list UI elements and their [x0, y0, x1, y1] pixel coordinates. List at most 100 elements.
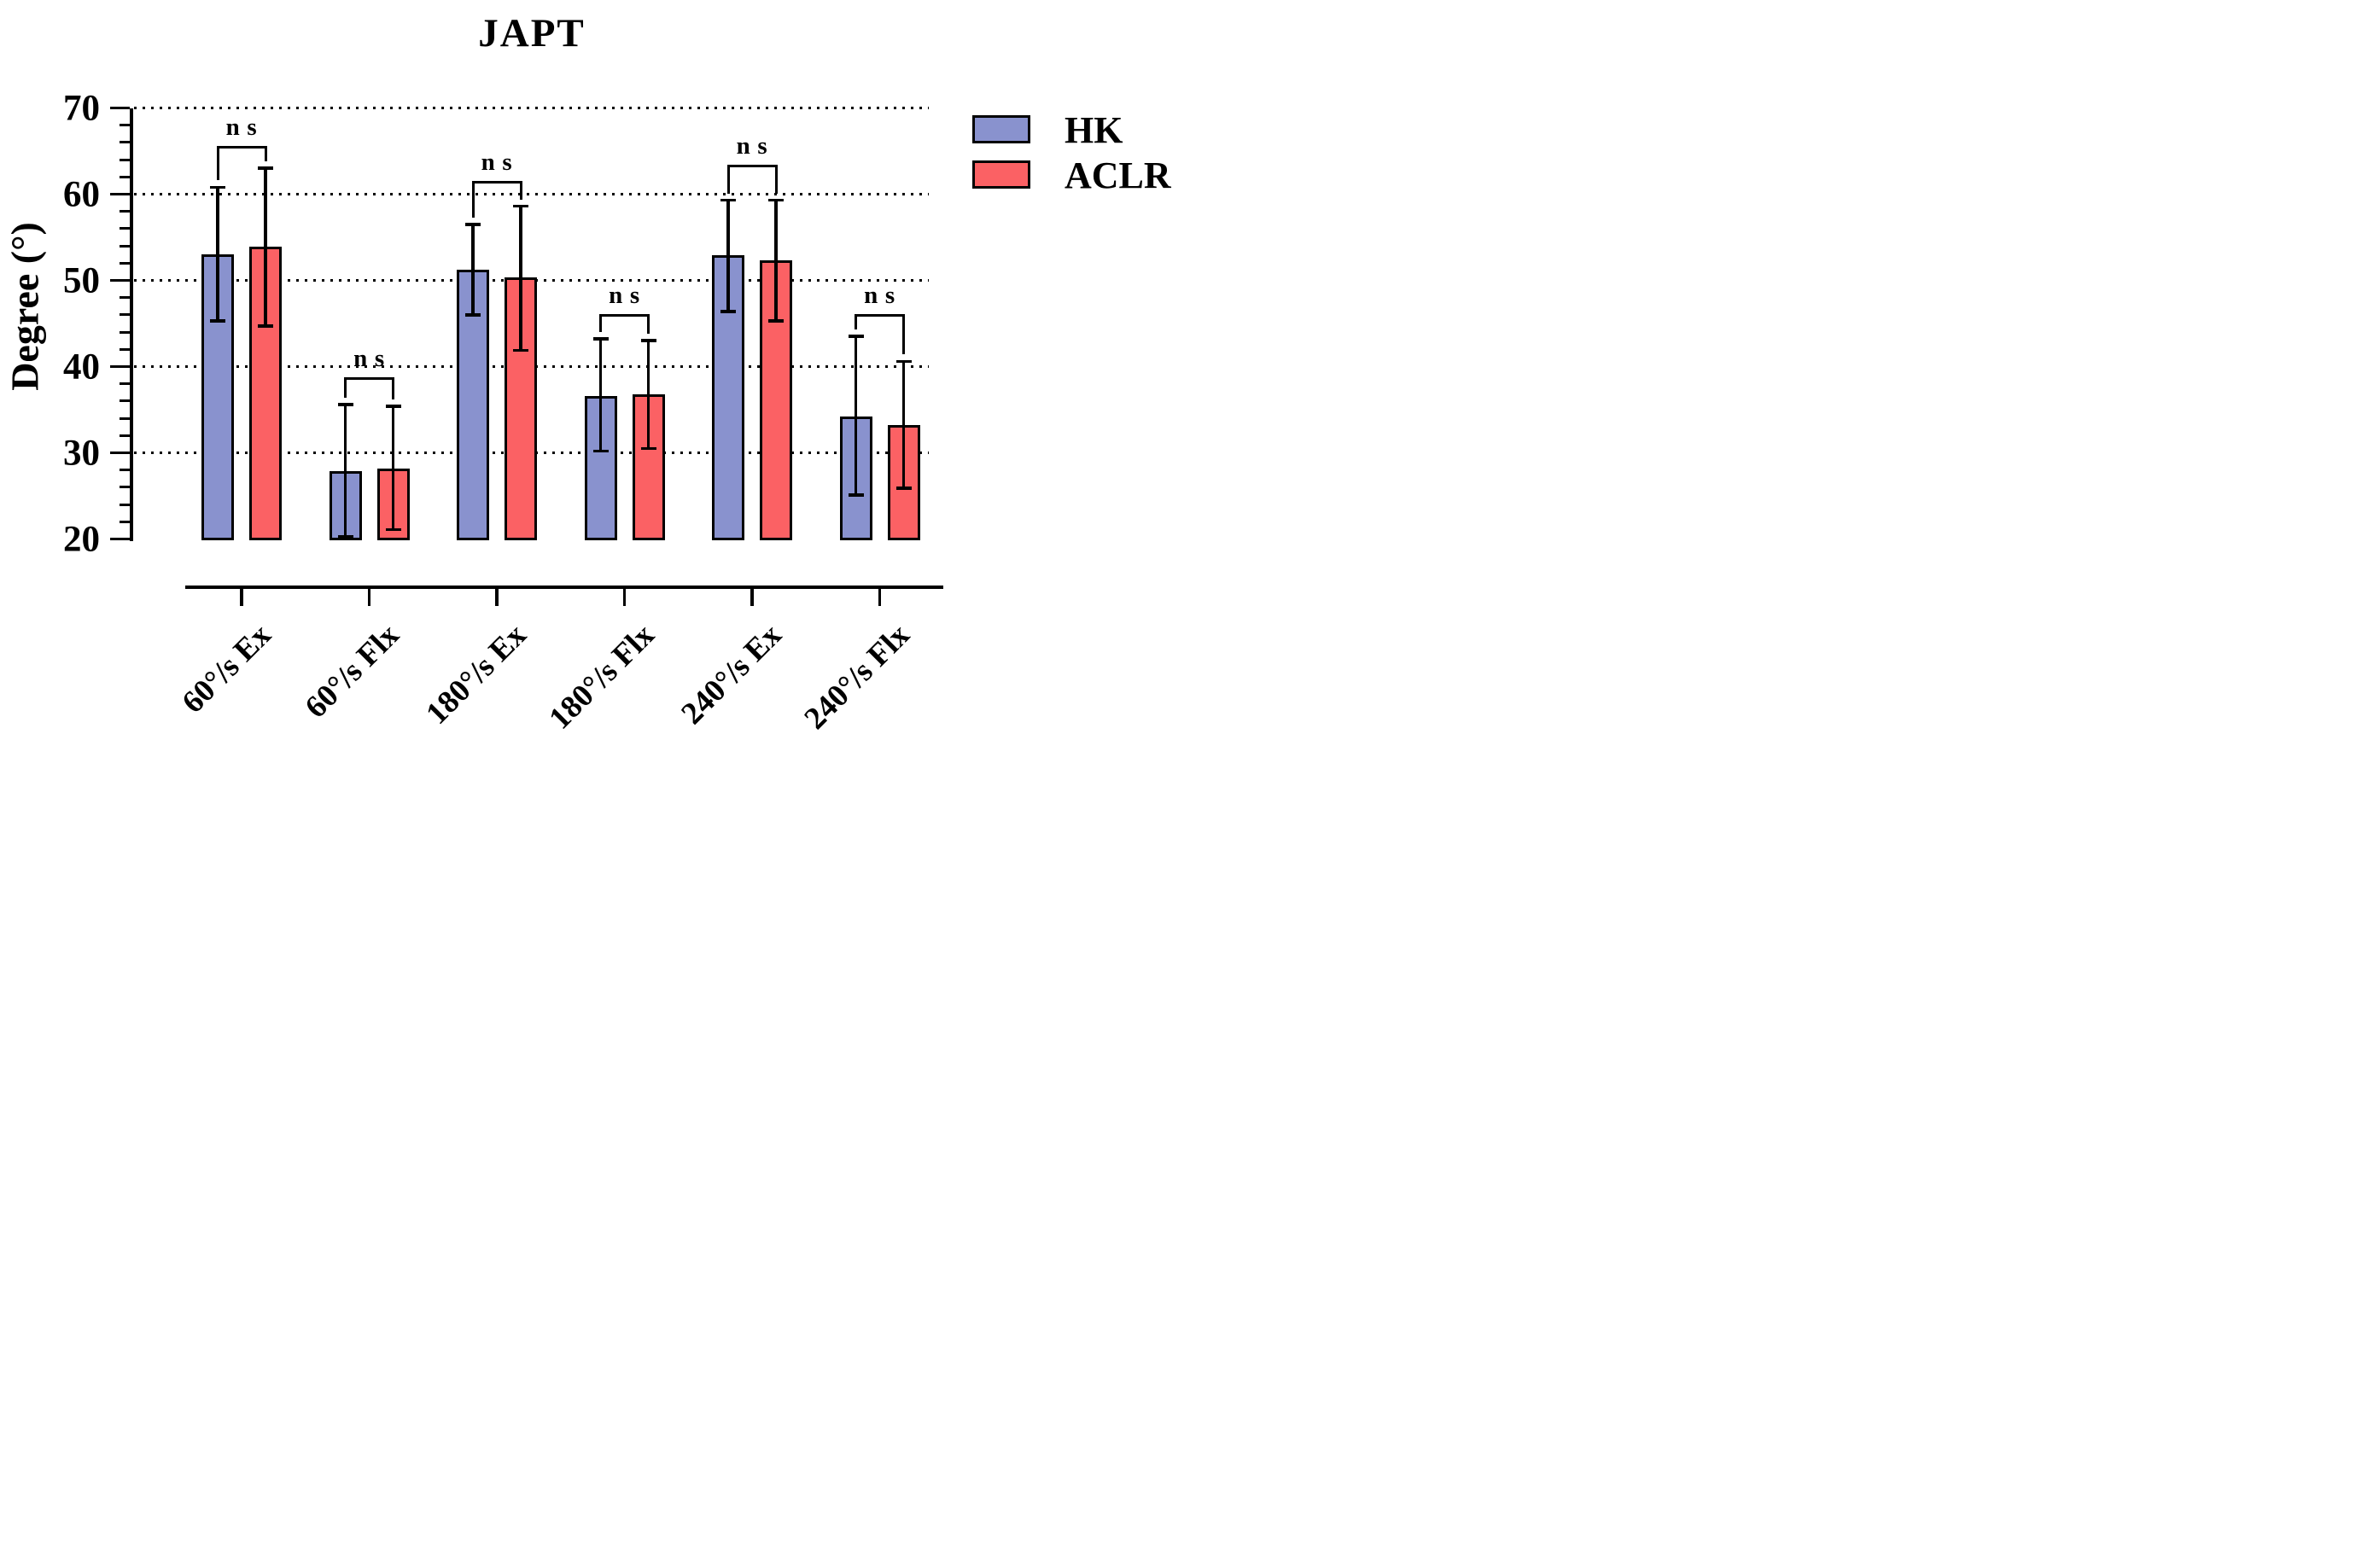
gridline-70	[134, 107, 929, 109]
y-minor-tick-28	[120, 469, 130, 472]
x-tick-2	[495, 586, 499, 606]
sig-bracket-4	[726, 165, 778, 168]
chart-figure: JAPT Degree (°) 20 30 40 50 60 70 60°/s Ex 60°/…	[0, 0, 1190, 772]
y-minor-tick-54	[120, 244, 130, 248]
error-bar-hk-2	[471, 224, 475, 315]
y-minor-tick-64	[120, 158, 130, 161]
error-cap-bottom-hk-3	[592, 449, 609, 453]
y-major-tick-70	[110, 106, 130, 110]
y-minor-tick-68	[120, 124, 130, 127]
error-cap-bottom-hk-0	[210, 319, 225, 323]
y-minor-tick-34	[120, 417, 130, 420]
y-tick-label-70: 70	[63, 88, 100, 128]
y-minor-tick-38	[120, 382, 130, 386]
sig-bracket-left-leg-5	[855, 313, 857, 330]
sig-label-0: ns	[225, 113, 265, 141]
sig-label-2: ns	[481, 149, 520, 177]
error-cap-bottom-hk-5	[848, 493, 864, 497]
sig-bracket-left-leg-2	[471, 181, 475, 218]
y-major-tick-50	[110, 278, 130, 283]
y-major-tick-30	[110, 451, 130, 455]
sig-bracket-right-leg-4	[774, 165, 778, 194]
error-bar-aclr-5	[901, 361, 906, 488]
error-cap-bottom-hk-1	[337, 534, 353, 539]
error-cap-bottom-aclr-3	[640, 446, 656, 451]
y-tick-label-50: 50	[63, 260, 100, 300]
sig-bracket-left-leg-0	[216, 145, 219, 181]
y-minor-tick-48	[120, 296, 130, 300]
error-cap-top-hk-4	[720, 198, 736, 202]
legend-swatch-hk	[972, 115, 1030, 143]
sig-bracket-3	[599, 313, 650, 317]
legend-label-hk: HK	[1065, 109, 1123, 151]
sig-bracket-right-leg-1	[392, 376, 394, 399]
error-cap-top-aclr-4	[768, 198, 784, 202]
bar-aclr-3	[632, 393, 665, 540]
sig-label-5: ns	[864, 281, 902, 309]
sig-bracket-1	[344, 376, 394, 380]
y-axis-line	[130, 108, 133, 541]
error-bar-aclr-1	[391, 405, 395, 530]
y-minor-tick-56	[120, 227, 130, 230]
sig-bracket-right-leg-2	[519, 181, 522, 200]
sig-bracket-0	[216, 145, 267, 149]
x-tick-5	[878, 586, 882, 606]
error-cap-top-hk-0	[210, 185, 225, 189]
error-cap-top-hk-5	[848, 335, 864, 338]
sig-bracket-right-leg-3	[647, 313, 650, 335]
error-bar-hk-3	[598, 339, 603, 452]
legend-swatch-aclr	[972, 160, 1030, 189]
error-bar-aclr-3	[646, 341, 650, 449]
error-cap-bottom-hk-4	[720, 310, 736, 313]
y-major-tick-40	[110, 364, 130, 369]
error-cap-bottom-aclr-5	[895, 487, 912, 490]
y-minor-tick-22	[120, 520, 130, 523]
gridline-60	[134, 193, 929, 195]
error-cap-top-hk-1	[337, 403, 353, 406]
y-major-tick-60	[110, 192, 130, 196]
sig-bracket-5	[855, 313, 905, 317]
sig-label-4: ns	[736, 132, 775, 160]
sig-label-3: ns	[609, 281, 647, 309]
y-minor-tick-44	[120, 330, 130, 334]
error-bar-aclr-4	[774, 200, 778, 321]
sig-bracket-2	[471, 181, 522, 184]
sig-bracket-left-leg-4	[726, 165, 730, 194]
y-minor-tick-36	[120, 399, 130, 403]
x-tick-0	[240, 586, 243, 606]
y-minor-tick-52	[120, 261, 130, 265]
error-cap-top-hk-3	[592, 337, 609, 341]
y-major-tick-20	[110, 537, 130, 541]
y-minor-tick-24	[120, 503, 130, 506]
chart-title: JAPT	[478, 11, 586, 55]
y-minor-tick-58	[120, 210, 130, 213]
sig-bracket-right-leg-0	[264, 145, 267, 162]
y-minor-tick-32	[120, 434, 130, 437]
x-axis-label: 60°/s Ex	[175, 617, 278, 720]
error-cap-bottom-aclr-0	[258, 324, 273, 328]
error-bar-hk-5	[854, 336, 858, 495]
error-bar-hk-1	[343, 404, 347, 537]
x-tick-1	[367, 586, 371, 606]
y-minor-tick-26	[120, 486, 130, 489]
error-bar-hk-4	[726, 200, 730, 312]
y-minor-tick-42	[120, 347, 130, 351]
error-bar-aclr-0	[264, 168, 267, 327]
y-minor-tick-66	[120, 141, 130, 144]
error-bar-hk-0	[216, 187, 219, 321]
y-tick-label-40: 40	[63, 347, 100, 387]
x-axis-line	[184, 585, 943, 589]
error-cap-bottom-aclr-1	[385, 527, 401, 532]
y-tick-label-20: 20	[63, 519, 100, 559]
error-cap-bottom-aclr-2	[513, 348, 528, 352]
error-bar-aclr-2	[519, 206, 522, 351]
error-cap-bottom-aclr-4	[768, 319, 784, 323]
error-cap-top-aclr-5	[895, 359, 912, 364]
y-minor-tick-46	[120, 313, 130, 317]
sig-bracket-left-leg-3	[599, 313, 602, 333]
x-tick-3	[622, 586, 627, 606]
error-cap-top-aclr-0	[258, 166, 273, 170]
sig-label-1: ns	[353, 344, 392, 372]
error-cap-top-hk-2	[465, 223, 481, 226]
error-cap-top-aclr-1	[385, 405, 401, 408]
